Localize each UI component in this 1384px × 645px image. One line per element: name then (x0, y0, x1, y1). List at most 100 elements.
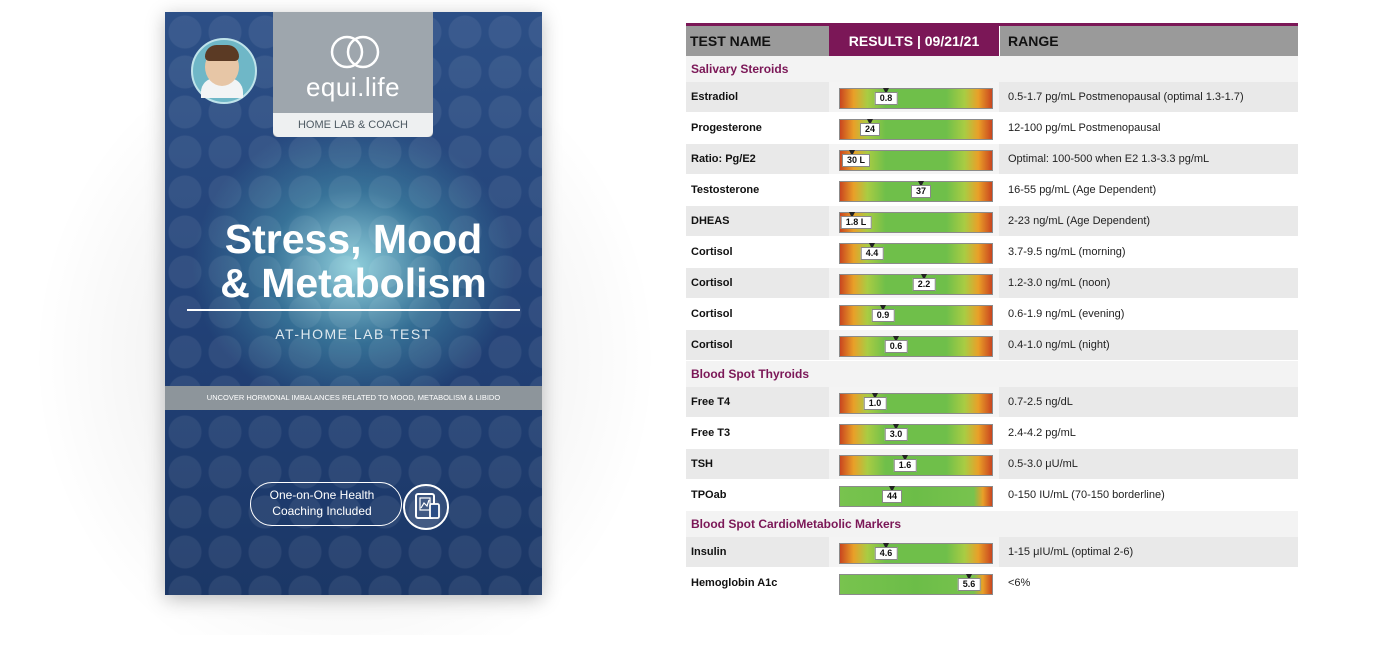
reference-range: 2.4-4.2 pg/mL (1008, 427, 1076, 439)
result-row: Progesterone 24 12-100 pg/mL Postmenopausa… (686, 113, 1298, 143)
result-row: Ratio: Pg/E2 30 L Optimal: 100-500 when E2… (686, 144, 1298, 174)
test-name: Hemoglobin A1c (691, 577, 778, 589)
coaching-label: One-on-One Health Coaching Included (257, 487, 387, 519)
result-value: 24 (859, 123, 881, 136)
reference-range: 1-15 μIU/mL (optimal 2-6) (1008, 546, 1134, 558)
range-gauge: 5.6 (839, 574, 993, 595)
marker-arrow-icon (880, 305, 886, 311)
result-row: Cortisol 2.2 1.2-3.0 ng/mL (noon) (686, 268, 1298, 298)
result-value: 2.2 (912, 278, 936, 291)
range-gauge: 4.4 (839, 243, 993, 264)
range-gauge: 0.8 (839, 88, 993, 109)
result-row: DHEAS 1.8 L 2-23 ng/mL (Age Dependent) (686, 206, 1298, 236)
result-value: 1.0 (863, 397, 887, 410)
result-row: Cortisol 0.9 0.6-1.9 ng/mL (evening) (686, 299, 1298, 329)
section-header: Blood Spot Thyroids (686, 361, 1298, 387)
result-row: Cortisol 0.6 0.4-1.0 ng/mL (night) (686, 330, 1298, 360)
range-gauge: 30 L (839, 150, 993, 171)
column-header-test-name: TEST NAME (686, 26, 832, 56)
cover-tagline-band: UNCOVER HORMONAL IMBALANCES RELATED TO M… (165, 386, 542, 410)
result-value: 1.6 (893, 459, 917, 472)
coaching-pill (250, 482, 402, 526)
cover-subtitle: AT-HOME LAB TEST (275, 326, 432, 342)
test-name: Estradiol (691, 91, 739, 103)
section-title: Blood Spot Thyroids (691, 367, 809, 381)
marker-arrow-icon (867, 119, 873, 125)
result-value: 0.8 (874, 92, 898, 105)
test-name: DHEAS (691, 215, 730, 227)
range-gauge: 37 (839, 181, 993, 202)
avatar-hair (205, 45, 239, 61)
reference-range: 0.4-1.0 ng/mL (night) (1008, 339, 1110, 351)
test-name: Free T3 (691, 427, 731, 439)
column-header-range: RANGE (1000, 26, 1298, 56)
header-accent-line (686, 23, 1298, 26)
result-value: 5.6 (957, 578, 981, 591)
reference-range: 2-23 ng/mL (Age Dependent) (1008, 215, 1151, 227)
marker-arrow-icon (966, 574, 972, 580)
marker-arrow-icon (918, 181, 924, 187)
marker-arrow-icon (893, 424, 899, 430)
cover-title-line1: Stress, Mood (224, 216, 483, 262)
result-value: 0.6 (884, 340, 908, 353)
cover-title-line2: & Metabolism (220, 260, 487, 306)
reference-range: 16-55 pg/mL (Age Dependent) (1008, 184, 1157, 196)
range-gauge: 0.9 (839, 305, 993, 326)
test-name: Cortisol (691, 339, 733, 351)
brand-subtitle: HOME LAB & COACH (273, 113, 433, 137)
reference-range: 3.7-9.5 ng/mL (morning) (1008, 246, 1126, 258)
marker-arrow-icon (883, 543, 889, 549)
marker-arrow-icon (889, 486, 895, 492)
test-name: Cortisol (691, 308, 733, 320)
result-value: 44 (881, 490, 903, 503)
reference-range: <6% (1008, 577, 1031, 589)
result-value: 4.4 (860, 247, 884, 260)
range-gauge: 4.6 (839, 543, 993, 564)
test-name: Testosterone (691, 184, 760, 196)
coaching-line2: Coaching Included (272, 504, 372, 518)
product-cover: equi.life HOME LAB & COACH Stress, Mood … (165, 12, 542, 595)
test-name: Cortisol (691, 277, 733, 289)
test-name: TSH (691, 458, 713, 470)
reference-range: Optimal: 100-500 when E2 1.3-3.3 pg/mL (1008, 153, 1210, 165)
section-title: Salivary Steroids (691, 62, 789, 76)
reference-range: 0-150 IU/mL (70-150 borderline) (1008, 489, 1165, 501)
marker-arrow-icon (921, 274, 927, 280)
result-value: 3.0 (884, 428, 908, 441)
result-row: Free T3 3.0 2.4-4.2 pg/mL (686, 418, 1298, 448)
test-name: Free T4 (691, 396, 731, 408)
range-gauge: 24 (839, 119, 993, 140)
range-gauge: 1.6 (839, 455, 993, 476)
marker-arrow-icon (872, 393, 878, 399)
reference-range: 0.5-1.7 pg/mL Postmenopausal (optimal 1.… (1008, 91, 1244, 103)
marker-arrow-icon (902, 455, 908, 461)
test-name: Insulin (691, 546, 727, 558)
section-header: Blood Spot CardioMetabolic Markers (686, 511, 1298, 537)
equilife-logo-icon (330, 35, 380, 69)
test-name: Progesterone (691, 122, 762, 134)
result-row: Testosterone 37 16-55 pg/mL (Age Dependent… (686, 175, 1298, 205)
section-title: Blood Spot CardioMetabolic Markers (691, 517, 902, 531)
marker-arrow-icon (893, 336, 899, 342)
range-gauge: 2.2 (839, 274, 993, 295)
marker-arrow-icon (869, 243, 875, 249)
reference-range: 12-100 pg/mL Postmenopausal (1008, 122, 1161, 134)
reference-range: 0.7-2.5 ng/dL (1008, 396, 1073, 408)
result-value: 37 (910, 185, 932, 198)
result-value: 30 L (841, 154, 871, 167)
title-divider (187, 309, 520, 311)
result-row: TSH 1.6 0.5-3.0 μU/mL (686, 449, 1298, 479)
coaching-line1: One-on-One Health (269, 488, 375, 502)
reference-range: 1.2-3.0 ng/mL (noon) (1008, 277, 1111, 289)
result-row: Cortisol 4.4 3.7-9.5 ng/mL (morning) (686, 237, 1298, 267)
result-row: Insulin 4.6 1-15 μIU/mL (optimal 2-6) (686, 537, 1298, 567)
range-gauge: 0.6 (839, 336, 993, 357)
marker-arrow-icon (883, 88, 889, 94)
result-value: 1.8 L (840, 216, 872, 229)
range-gauge: 44 (839, 486, 993, 507)
range-gauge: 3.0 (839, 424, 993, 445)
lab-results-table: TEST NAME RESULTS | 09/21/21 RANGE Saliv… (686, 0, 1298, 600)
test-name: Cortisol (691, 246, 733, 258)
test-name: Ratio: Pg/E2 (691, 153, 756, 165)
result-row: TPOab 44 0-150 IU/mL (70-150 borderline) (686, 480, 1298, 510)
